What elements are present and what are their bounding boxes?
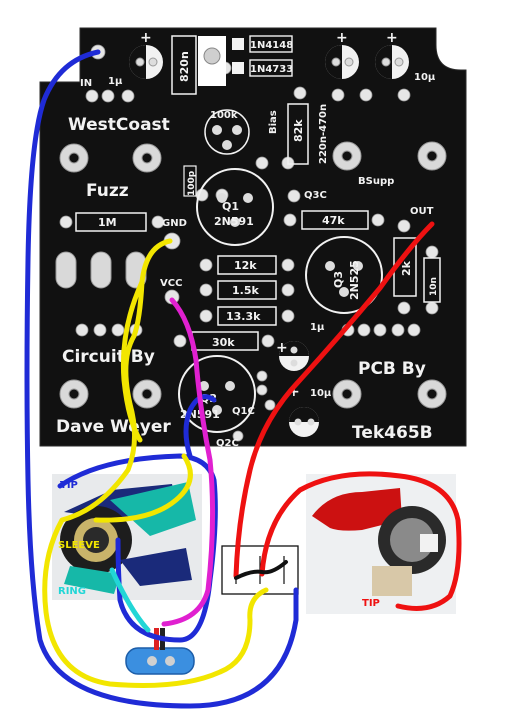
- res-label-2k: 2k: [400, 260, 413, 276]
- label-input-tip: TIP: [60, 480, 78, 491]
- wire-red-2: [259, 471, 462, 611]
- trim-label-100k: 100k: [210, 110, 238, 121]
- pad-label-vcc: VCC: [160, 278, 182, 289]
- jack-labels: TIP SLEEVE RING TIP: [58, 480, 380, 609]
- label-westcoast: WestCoast: [68, 115, 170, 135]
- svg-text:+: +: [140, 30, 152, 46]
- resistor-outlines: [75, 210, 441, 351]
- svg-text:+: +: [288, 384, 300, 400]
- label-pcb-by: PCB By: [358, 359, 426, 379]
- res-label-82k: 82k: [292, 119, 305, 142]
- diode-label-d1: 1N4148: [250, 40, 293, 51]
- wire-black: [234, 560, 288, 580]
- pad-label-gnd: GND: [162, 218, 187, 229]
- q3-part: 2N525: [348, 260, 361, 300]
- label-tek465b: Tek465B: [352, 423, 433, 443]
- q1-name: Q1: [222, 200, 239, 213]
- diode-footprints: [232, 35, 293, 77]
- cap-label-10u-low: 10µ: [310, 388, 332, 399]
- wire-yellow: [42, 238, 269, 688]
- cap-820n-outline: [171, 35, 197, 95]
- pad-label-q3c: Q3C: [304, 190, 327, 201]
- oval-pads: [55, 251, 147, 289]
- wire-blue: [24, 49, 299, 709]
- cap-label-100p: 100p: [187, 170, 197, 196]
- wire-yellow-3: [93, 453, 193, 523]
- input-jack: [52, 474, 202, 600]
- wires: [24, 49, 462, 709]
- silkscreen-text: WestCoast Fuzz Circuit By Dave Weyer PCB…: [56, 40, 439, 449]
- cap-label-10u-top: 10µ: [414, 72, 436, 83]
- cap-label-10n: 10n: [429, 277, 439, 296]
- svg-text:+: +: [336, 30, 348, 46]
- res-label-12k: 12k: [234, 259, 257, 272]
- pad-label-bsupp: BSupp: [358, 176, 394, 187]
- label-fuzz: Fuzz: [86, 181, 129, 201]
- transistor-pads: [199, 193, 363, 415]
- trimpot-100k: [204, 109, 250, 155]
- label-dave-weyer: Dave Weyer: [56, 417, 171, 437]
- label-output-tip: TIP: [362, 598, 380, 609]
- res-label-1k5: 1.5k: [232, 284, 259, 297]
- pad-label-out: OUT: [410, 206, 434, 217]
- wire-magenta: [161, 297, 216, 627]
- output-jack: [306, 474, 456, 614]
- svg-text:+: +: [386, 30, 398, 46]
- pad-label-q1c: Q1C: [232, 406, 255, 417]
- res-label-30k: 30k: [212, 336, 235, 349]
- cap-100p-outline: [183, 165, 197, 197]
- res-label-1m: 1M: [98, 216, 117, 229]
- q3-name: Q3: [332, 271, 345, 288]
- cap-plus-marks: + + + + +: [140, 30, 398, 400]
- electrolytic-caps: [129, 45, 409, 437]
- cap-label-820n: 820n: [178, 51, 191, 82]
- cap-label-220n-470n: 220n-470n: [318, 104, 329, 164]
- large-pads: [59, 141, 447, 409]
- label-input-sleeve: SLEEVE: [58, 540, 100, 551]
- diode-label-d2: 1N4733: [250, 64, 293, 75]
- q1-part: 2N591: [214, 215, 254, 228]
- wire-yellow-2: [120, 279, 145, 443]
- res-label-47k: 47k: [322, 214, 345, 227]
- pcb-board: [39, 27, 467, 447]
- res-label-13k3: 13.3k: [226, 310, 261, 323]
- pad-label-in: IN: [80, 78, 92, 89]
- res-82k-outline: [287, 103, 309, 165]
- pad-label-q2c: Q2C: [216, 438, 239, 449]
- cap-label-1u-in: 1µ: [108, 76, 123, 87]
- cap-label-1u-mid: 1µ: [310, 322, 325, 333]
- battery-clip: [125, 628, 195, 675]
- label-input-ring: RING: [58, 586, 86, 597]
- wire-cyan: [109, 567, 151, 633]
- wire-blue-3: [183, 394, 217, 459]
- svg-text:+: +: [276, 340, 288, 356]
- label-circuit-by: Circuit By: [62, 347, 155, 367]
- small-pads: [59, 44, 439, 442]
- transistor-outlines: [178, 168, 383, 433]
- wire-red: [233, 221, 435, 579]
- pad-label-bias: Bias: [268, 110, 279, 134]
